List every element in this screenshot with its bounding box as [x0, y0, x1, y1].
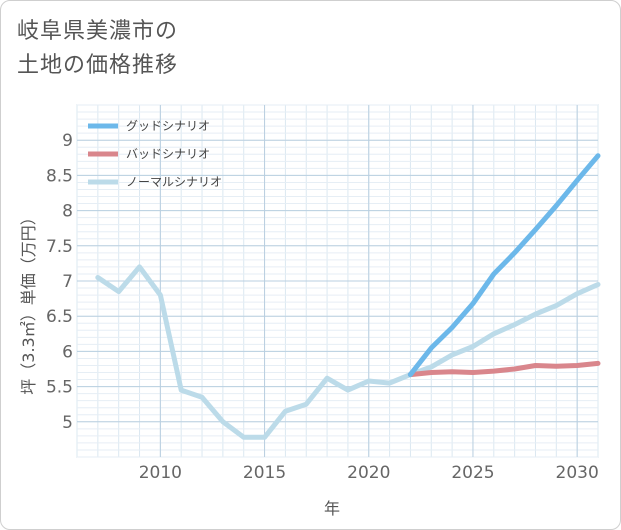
y-tick-label: 8 — [62, 202, 73, 222]
legend-label: グッドシナリオ — [126, 119, 210, 133]
chart-title: 岐阜県美濃市の 土地の価格推移 — [17, 15, 178, 83]
legend-label: ノーマルシナリオ — [126, 175, 222, 189]
x-tick-labels: 2010 2015 2020 2025 2030 — [139, 463, 599, 483]
y-tick-label: 7.5 — [46, 237, 73, 257]
legend-label: バッドシナリオ — [126, 147, 210, 161]
y-tick-label: 5 — [62, 413, 73, 433]
x-tick-label: 2015 — [243, 463, 286, 483]
series-line-normal — [95, 264, 601, 440]
grid-lines — [76, 104, 599, 458]
x-tick-label: 2025 — [451, 463, 494, 483]
y-tick-label: 6 — [62, 342, 73, 362]
title-line-2: 土地の価格推移 — [17, 53, 179, 78]
y-tick-label: 9 — [62, 131, 73, 151]
x-tick-label: 2010 — [139, 463, 182, 483]
y-tick-labels: 5 5.5 6 6.5 7 7.5 8 8.5 9 — [46, 131, 73, 433]
series-line-bad — [407, 360, 601, 378]
series-line-good — [407, 153, 601, 378]
x-axis-label: 年 — [324, 499, 340, 518]
y-tick-label: 5.5 — [46, 378, 73, 398]
y-tick-label: 7 — [62, 272, 73, 292]
y-axis-label: 坪（3.3㎡）単価（万円） — [19, 209, 38, 394]
x-tick-label: 2020 — [347, 463, 390, 483]
y-tick-label: 8.5 — [46, 166, 73, 186]
x-tick-label: 2030 — [556, 463, 599, 483]
y-tick-label: 6.5 — [46, 307, 73, 327]
title-line-1: 岐阜県美濃市の — [17, 19, 179, 44]
series-lines — [95, 153, 601, 440]
